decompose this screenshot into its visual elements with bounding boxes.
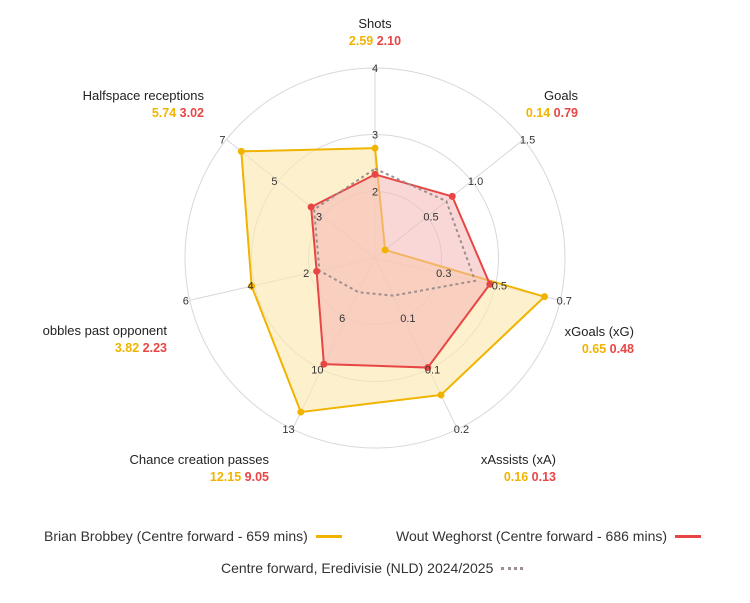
tick-label-7-1: 3 [316, 212, 322, 224]
point-brobbey-5 [297, 408, 305, 416]
axis-label-7: Halfspace receptions [83, 88, 205, 103]
value-labels-7: 5.74 3.02 [152, 106, 204, 120]
tick-label-6-2: 4 [248, 280, 254, 292]
point-brobbey-7 [237, 147, 245, 155]
point-brobbey-1 [371, 144, 379, 152]
legend-swatch-average [501, 566, 524, 570]
value-label-weghorst-1: 2.10 [377, 34, 401, 48]
value-label-brobbey-2: 0.14 [526, 106, 554, 120]
tick-label-2-1: 0.5 [423, 212, 438, 224]
legend-label-brobbey: Brian Brobbey (Centre forward - 659 mins… [44, 528, 308, 544]
axis-label-5: Chance creation passes [130, 452, 270, 467]
tick-label-4-3: 0.2 [454, 424, 469, 436]
value-labels-5: 12.15 9.05 [210, 470, 269, 484]
axis-label-2: Goals [544, 88, 578, 103]
point-weghorst-6 [313, 267, 321, 275]
tick-label-2-3: 1.5 [520, 135, 535, 147]
legend-swatch-weghorst [675, 534, 702, 538]
tick-label-3-1: 0.3 [436, 268, 451, 280]
point-brobbey-3 [540, 293, 548, 301]
tick-label-2-2: 1.0 [468, 176, 483, 188]
value-labels-3: 0.65 0.48 [582, 342, 634, 356]
value-labels-2: 0.14 0.79 [526, 106, 578, 120]
point-weghorst-7 [307, 203, 315, 211]
legend-row-average: Centre forward, Eredivisie (NLD) 2024/20… [0, 560, 750, 580]
value-labels-4: 0.16 0.13 [504, 470, 556, 484]
series-area-weghorst [310, 173, 491, 369]
value-label-brobbey-5: 12.15 [210, 470, 245, 484]
value-label-brobbey-6: 3.82 [115, 341, 143, 355]
axis-label-1: Shots [358, 16, 392, 31]
legend-item-weghorst[interactable]: Wout Weghorst (Centre forward - 686 mins… [396, 528, 702, 544]
value-label-weghorst-3: 0.48 [610, 342, 634, 356]
value-label-weghorst-4: 0.13 [532, 470, 556, 484]
value-label-brobbey-1: 2.59 [349, 34, 377, 48]
tick-label-5-1: 6 [339, 313, 345, 325]
point-brobbey-2 [381, 246, 389, 254]
tick-label-3-3: 0.7 [557, 295, 572, 307]
value-label-weghorst-7: 3.02 [180, 106, 204, 120]
tick-label-4-2: 0.1 [425, 364, 440, 376]
series-line-average [313, 167, 477, 297]
tick-label-4-1: 0.1 [400, 313, 415, 325]
value-label-weghorst-5: 9.05 [245, 470, 269, 484]
value-label-brobbey-7: 5.74 [152, 106, 180, 120]
legend-swatch-brobbey [315, 534, 342, 538]
axis-label-3: xGoals (xG) [565, 324, 634, 339]
value-label-brobbey-3: 0.65 [582, 342, 610, 356]
value-label-weghorst-2: 0.79 [554, 106, 578, 120]
tick-label-5-3: 13 [282, 424, 294, 436]
point-weghorst-3 [486, 280, 494, 288]
legend-item-average[interactable]: Centre forward, Eredivisie (NLD) 2024/20… [221, 560, 524, 576]
point-weghorst-1 [371, 170, 379, 178]
point-brobbey-6 [248, 282, 256, 290]
value-labels-1: 2.59 2.10 [349, 34, 401, 48]
tick-label-5-2: 10 [311, 364, 323, 376]
tick-label-3-2: 0.5 [492, 280, 507, 292]
point-weghorst-4 [424, 364, 432, 372]
point-weghorst-2 [448, 192, 456, 200]
point-weghorst-5 [320, 360, 328, 368]
legend-item-brobbey[interactable]: Brian Brobbey (Centre forward - 659 mins… [44, 528, 342, 544]
radar-chart: 2 3 4 0.5 1.0 1.5 0.3 0.5 0.7 0.1 0.1 0.2 6 10 13 2 4 6 3 5… [43, 16, 634, 484]
tick-label-7-2: 5 [271, 176, 277, 188]
legend-label-average: Centre forward, Eredivisie (NLD) 2024/20… [221, 560, 494, 576]
axis-label-4: xAssists (xA) [481, 452, 556, 467]
axis-label-6: obbles past opponent [43, 323, 168, 338]
point-brobbey-4 [437, 391, 445, 399]
value-label-weghorst-6: 2.23 [143, 341, 167, 355]
value-label-brobbey-4: 0.16 [504, 470, 532, 484]
tick-label-1-2: 3 [372, 130, 378, 142]
legend-row-players: Brian Brobbey (Centre forward - 659 mins… [0, 528, 750, 548]
legend-label-weghorst: Wout Weghorst (Centre forward - 686 mins… [396, 528, 668, 544]
tick-label-7-3: 7 [219, 135, 225, 147]
tick-label-1-3: 4 [372, 63, 378, 75]
tick-label-6-1: 2 [303, 268, 309, 280]
tick-label-6-3: 6 [183, 295, 189, 307]
tick-label-1-1: 2 [372, 187, 378, 199]
value-labels-6: 3.82 2.23 [115, 341, 167, 355]
